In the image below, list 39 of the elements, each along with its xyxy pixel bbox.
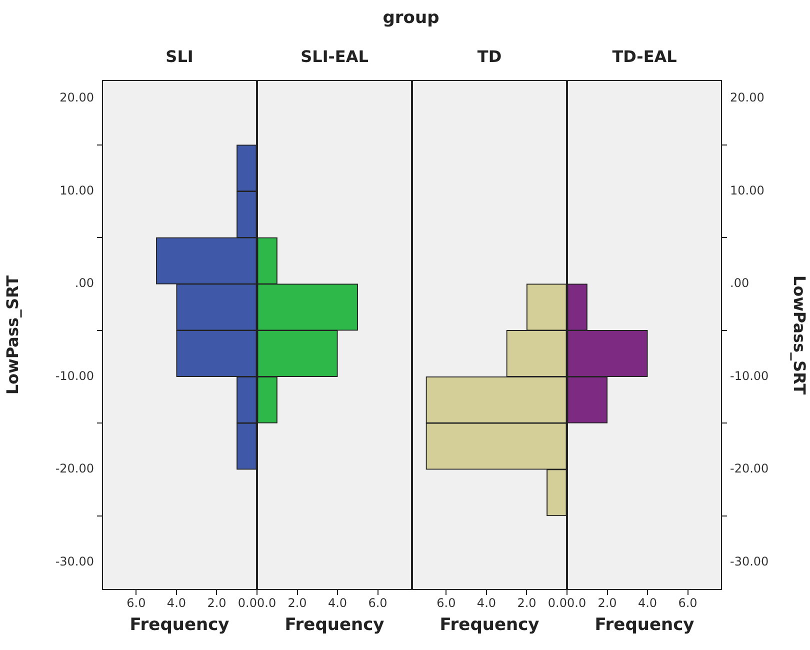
y-tick-label: -10.00 [730,368,769,383]
y-tick-label: -30.00 [55,554,94,568]
y-axis-title: LowPass_SRT [790,275,810,395]
chart-title: SLI [166,47,194,66]
x-tick-label: 6.0 [678,596,698,610]
x-axis-title: Frequency [594,615,694,636]
chart-title: TD-EAL [612,47,677,66]
x-tick-label: 2.0 [598,596,617,610]
x-tick-label: 2.0 [207,596,226,610]
y-tick-label: -10.00 [55,368,94,383]
x-tick-label: 6.0 [126,596,146,610]
chart-title: SLI-EAL [300,47,368,66]
y-tick-label: 20.00 [730,90,764,105]
x-axis-title: Frequency [130,615,230,636]
x-tick-label: 4.0 [166,596,186,610]
y-tick-label: 20.00 [60,90,94,105]
y-tick-label: 10.00 [730,183,764,198]
chart-title: TD [477,47,502,66]
x-tick-label: 6.0 [436,596,456,610]
y-tick-label: .00 [730,276,750,290]
x-tick-label: 4.0 [638,596,658,610]
y-axis-title: LowPass_SRT [2,275,22,395]
x-axis-title: Frequency [440,615,540,636]
x-tick-label: 6.0 [368,596,388,610]
x-tick-label: 4.0 [328,596,348,610]
y-tick-label: .00 [74,276,94,290]
x-tick-label: 2.0 [517,596,536,610]
x-tick-label: 2.0 [288,596,307,610]
y-tick-label: 10.00 [60,183,94,198]
x-tick-label: 0.0 [257,596,276,610]
x-tick-label: 0.0 [238,596,257,610]
x-tick-label: 4.0 [476,596,496,610]
text: group [382,8,440,28]
y-tick-label: -20.00 [55,462,94,476]
x-tick-label: 0.0 [567,596,586,610]
x-axis-title: Frequency [284,615,384,636]
x-tick-label: 0.0 [548,596,567,610]
y-tick-label: -20.00 [730,462,769,476]
y-tick-label: -30.00 [730,554,769,568]
